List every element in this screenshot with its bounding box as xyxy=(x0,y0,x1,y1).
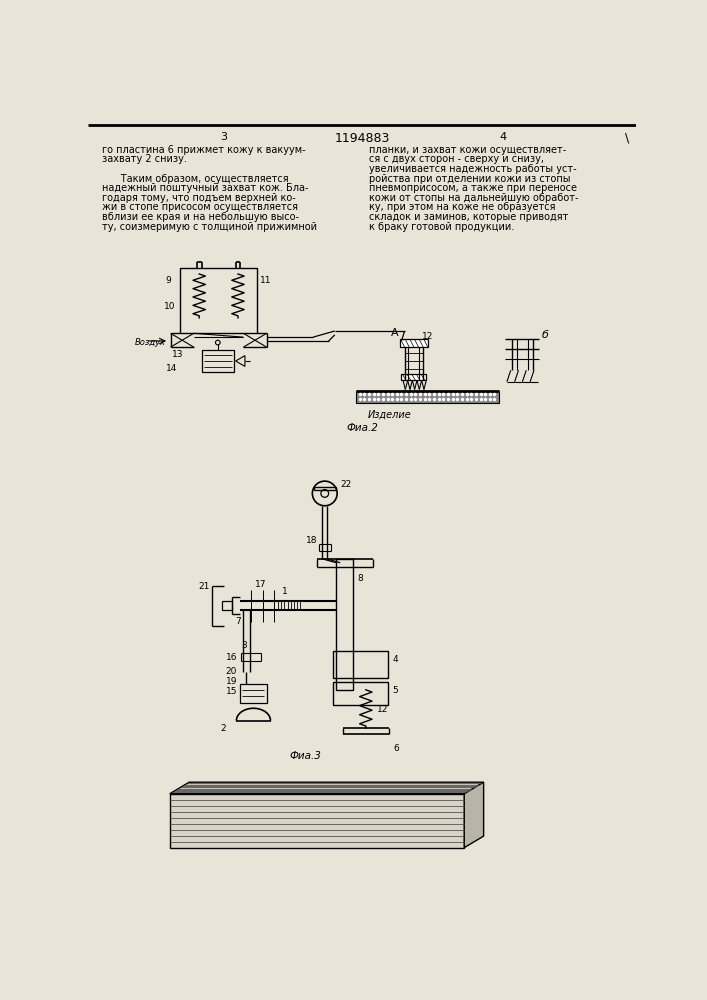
Text: го пластина 6 прижмет кожу к вакуум-: го пластина 6 прижмет кожу к вакуум- xyxy=(103,145,306,155)
Text: 20: 20 xyxy=(226,667,237,676)
Text: годаря тому, что подъем верхней ко-: годаря тому, что подъем верхней ко- xyxy=(103,193,296,203)
Text: надежный поштучный захват кож. Бла-: надежный поштучный захват кож. Бла- xyxy=(103,183,309,193)
Bar xyxy=(223,601,232,610)
Text: 6: 6 xyxy=(393,744,399,753)
Text: 17: 17 xyxy=(255,580,267,589)
Bar xyxy=(332,682,388,705)
Text: пневмоприсосом, а также при переносе: пневмоприсосом, а также при переносе xyxy=(369,183,577,193)
Bar xyxy=(332,651,388,678)
Text: 7: 7 xyxy=(235,617,241,626)
Text: 1194883: 1194883 xyxy=(334,132,390,145)
Text: 10: 10 xyxy=(164,302,176,311)
Text: кожи от стопы на дальнейшую обработ-: кожи от стопы на дальнейшую обработ- xyxy=(369,193,578,203)
Text: планки, и захват кожи осуществляет-: планки, и захват кожи осуществляет- xyxy=(369,145,566,155)
Text: увеличивается надежность работы уст-: увеличивается надежность работы уст- xyxy=(369,164,576,174)
Bar xyxy=(240,684,267,703)
Text: 1: 1 xyxy=(282,587,288,596)
Text: 18: 18 xyxy=(306,536,317,545)
Text: А: А xyxy=(391,328,398,338)
Text: Таким образом, осуществляется: Таким образом, осуществляется xyxy=(103,174,289,184)
Text: 5: 5 xyxy=(392,686,398,695)
Text: 8: 8 xyxy=(357,574,363,583)
Text: 13: 13 xyxy=(172,350,184,359)
Text: ту, соизмеримую с толщиной прижимной: ту, соизмеримую с толщиной прижимной xyxy=(103,222,317,232)
Text: 12: 12 xyxy=(421,332,433,341)
Bar xyxy=(337,559,354,690)
Text: Фиа.3: Фиа.3 xyxy=(289,751,321,761)
Bar xyxy=(402,374,426,380)
Text: 16: 16 xyxy=(226,653,237,662)
Text: Изделие: Изделие xyxy=(368,410,411,420)
Text: 4: 4 xyxy=(392,655,398,664)
Text: 22: 22 xyxy=(340,480,351,489)
Text: 3: 3 xyxy=(241,641,247,650)
Text: 11: 11 xyxy=(259,276,271,285)
Text: б: б xyxy=(542,330,549,340)
Text: захвату 2 снизу.: захвату 2 снизу. xyxy=(103,154,187,164)
Text: ся с двух сторон - сверху и снизу,: ся с двух сторон - сверху и снизу, xyxy=(369,154,544,164)
Text: \: \ xyxy=(625,132,629,145)
Polygon shape xyxy=(170,794,464,848)
Text: Фиа.2: Фиа.2 xyxy=(346,423,378,433)
Text: ройства при отделении кожи из стопы: ройства при отделении кожи из стопы xyxy=(369,174,571,184)
Text: к браку готовой продукции.: к браку готовой продукции. xyxy=(369,222,514,232)
Text: 2: 2 xyxy=(220,724,226,733)
Text: 9: 9 xyxy=(166,276,172,285)
Text: вблизи ее края и на небольшую высо-: вблизи ее края и на небольшую высо- xyxy=(103,212,299,222)
Polygon shape xyxy=(464,782,484,848)
Text: 4: 4 xyxy=(499,132,506,142)
Bar xyxy=(201,350,234,372)
Text: 15: 15 xyxy=(226,687,237,696)
Text: 14: 14 xyxy=(166,364,177,373)
Polygon shape xyxy=(170,782,484,794)
Text: Воздух: Воздух xyxy=(135,338,166,347)
Bar xyxy=(400,339,428,347)
Bar xyxy=(180,268,257,333)
Text: 12: 12 xyxy=(378,705,389,714)
Text: 3: 3 xyxy=(221,132,228,142)
Text: 19: 19 xyxy=(226,677,237,686)
Text: складок и заминов, которые приводят: складок и заминов, которые приводят xyxy=(369,212,568,222)
Bar xyxy=(356,391,499,403)
Text: жи в стопе присосом осуществляется: жи в стопе присосом осуществляется xyxy=(103,202,298,212)
Text: ку, при этом на коже не образуется: ку, при этом на коже не образуется xyxy=(369,202,556,212)
Text: 21: 21 xyxy=(199,582,210,591)
